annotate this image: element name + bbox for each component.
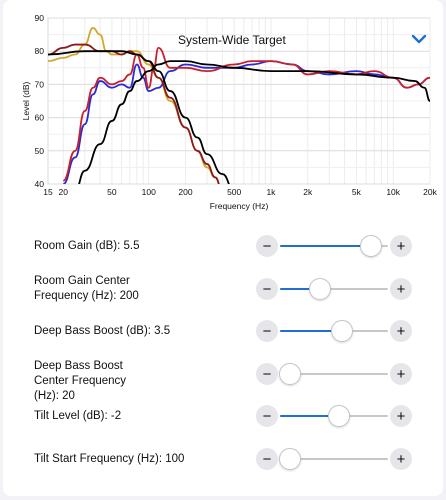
slider-track[interactable] xyxy=(280,278,388,300)
slider-fill xyxy=(280,330,342,332)
slider-track[interactable] xyxy=(280,235,388,257)
y-axis-label: Level (dB) xyxy=(21,81,31,120)
x-tick-label: 1k xyxy=(266,187,276,197)
control-label: Room Gain (dB): 5.5 xyxy=(34,240,140,252)
slider-track[interactable] xyxy=(280,405,388,427)
slider-fill xyxy=(280,415,340,417)
series-line-2 xyxy=(62,60,430,184)
control-row: Deep Bass Boost (dB): 3.5 − + xyxy=(0,311,446,351)
x-tick-label: 15 xyxy=(43,187,53,197)
decrement-button[interactable]: − xyxy=(256,363,278,385)
increment-button[interactable]: + xyxy=(390,320,412,342)
increment-button[interactable]: + xyxy=(390,235,412,257)
target-dropdown-label[interactable]: System-Wide Target xyxy=(178,33,286,47)
slider-thumb[interactable] xyxy=(359,235,382,257)
decrement-button[interactable]: − xyxy=(256,448,278,470)
slider-track[interactable] xyxy=(278,448,388,470)
series-line-3 xyxy=(62,46,430,182)
control-row: Tilt Start Frequency (Hz): 100 − + xyxy=(0,439,446,479)
increment-button[interactable]: + xyxy=(390,278,412,300)
slider-thumb[interactable] xyxy=(328,405,351,427)
control-row: Room Gain Center Frequency (Hz): 200 − + xyxy=(0,269,446,309)
series-line-5 xyxy=(48,50,230,184)
x-tick-label: 100 xyxy=(142,187,156,197)
slider-thumb[interactable] xyxy=(278,448,301,470)
control-row: Tilt Level (dB): -2 − + xyxy=(0,396,446,436)
control-row: Deep Bass Boost Center Frequency (Hz): 2… xyxy=(0,354,446,402)
x-axis-label: Frequency (Hz) xyxy=(210,201,269,211)
chevron-down-icon[interactable] xyxy=(411,33,427,45)
frequency-response-chart: 40 50 60 70 80 90 15 20 50 100 200 500 1k 2k 5k 10k 20k F… xyxy=(0,0,446,218)
decrement-button[interactable]: − xyxy=(256,405,278,427)
decrement-button[interactable]: − xyxy=(256,278,278,300)
slider-fill xyxy=(280,288,320,290)
control-label: Deep Bass Boost Center Frequency (Hz): 2… xyxy=(34,360,127,402)
slider-fill xyxy=(280,245,371,247)
x-tick-label: 200 xyxy=(178,187,192,197)
chart-svg: 40 50 60 70 80 90 15 20 50 100 200 500 1k 2k 5k 10k 20k F… xyxy=(21,13,438,211)
slider-thumb[interactable] xyxy=(330,320,353,342)
control-label: Tilt Level (dB): -2 xyxy=(34,410,122,422)
x-tick-label: 5k xyxy=(352,187,362,197)
x-tick-label: 500 xyxy=(227,187,241,197)
slider-thumb[interactable] xyxy=(308,278,331,300)
y-tick-label: 90 xyxy=(35,13,45,23)
increment-button[interactable]: + xyxy=(390,363,412,385)
x-tick-label: 50 xyxy=(107,187,117,197)
x-tick-label: 2k xyxy=(303,187,313,197)
x-tick-label: 20k xyxy=(423,187,437,197)
y-tick-label: 70 xyxy=(35,79,45,89)
y-tick-label: 60 xyxy=(35,113,45,123)
increment-button[interactable]: + xyxy=(390,448,412,470)
control-label: Deep Bass Boost (dB): 3.5 xyxy=(34,325,171,337)
slider-track[interactable] xyxy=(280,320,388,342)
y-tick-label: 50 xyxy=(35,146,45,156)
decrement-button[interactable]: − xyxy=(256,320,278,342)
x-tick-label: 10k xyxy=(386,187,400,197)
slider-track[interactable] xyxy=(278,363,388,385)
y-tick-label: 80 xyxy=(35,46,45,56)
decrement-button[interactable]: − xyxy=(256,235,278,257)
series-line-6 xyxy=(78,60,430,184)
x-tick-label: 20 xyxy=(59,187,69,197)
increment-button[interactable]: + xyxy=(390,405,412,427)
y-tick-label: 40 xyxy=(35,179,45,189)
control-row: Room Gain (dB): 5.5 − + xyxy=(0,226,446,266)
control-label: Room Gain Center Frequency (Hz): 200 xyxy=(34,275,139,302)
slider-thumb[interactable] xyxy=(278,363,301,385)
control-label: Tilt Start Frequency (Hz): 100 xyxy=(34,453,185,465)
